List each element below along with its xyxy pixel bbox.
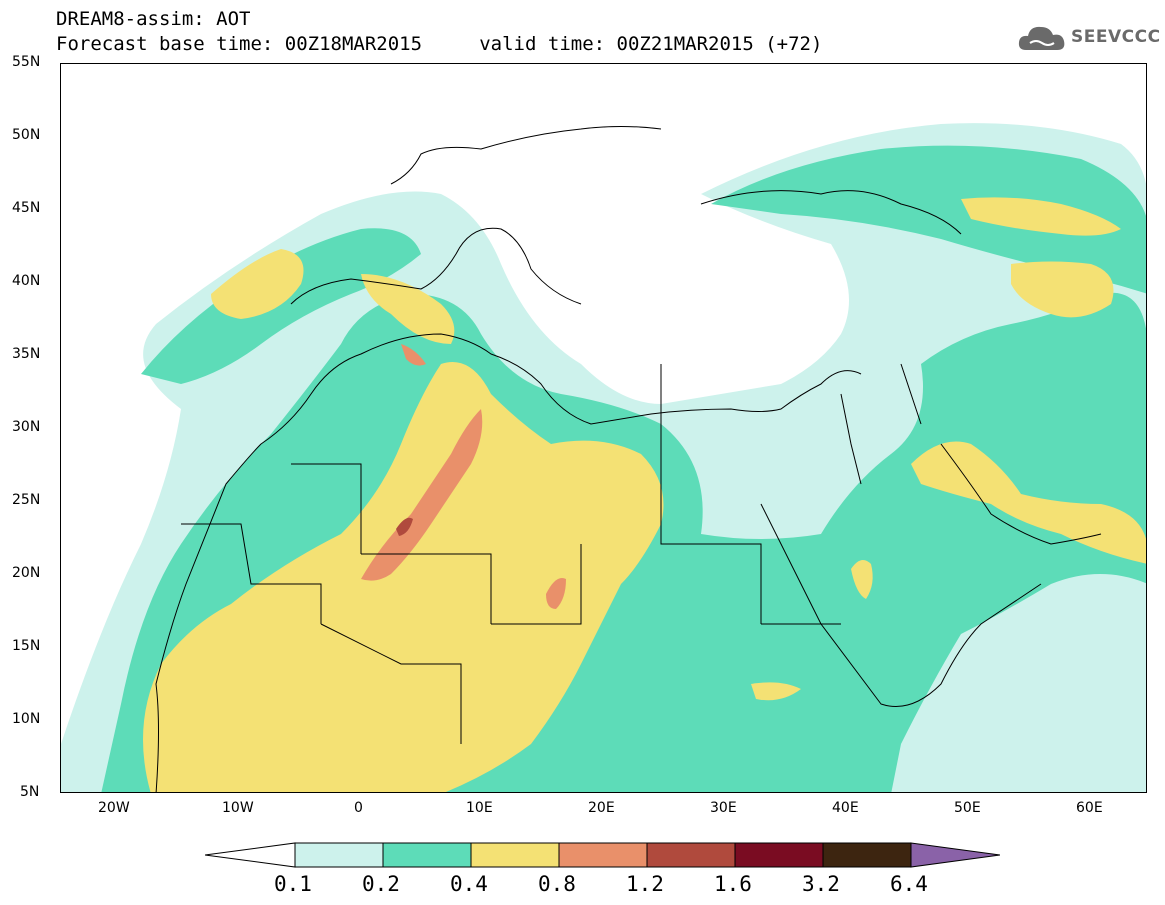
colorbar-label: 0.4 — [450, 872, 488, 896]
lon-label: 40E — [832, 800, 859, 816]
lon-label: 20E — [588, 800, 615, 816]
colorbar-swatch — [558, 842, 648, 868]
colorbar-swatch — [470, 842, 560, 868]
lon-label: 10E — [466, 800, 493, 816]
coastlines — [155, 126, 1102, 792]
lat-label: 50N — [12, 127, 41, 143]
colorbar-label: 6.4 — [890, 872, 928, 896]
colorbar-low-arrow — [205, 842, 296, 868]
lat-label: 25N — [12, 492, 41, 508]
colorbar-swatch — [382, 842, 472, 868]
colorbar-label: 1.2 — [626, 872, 664, 896]
colorbar-label: 3.2 — [802, 872, 840, 896]
logo-text: SEEVCCC — [1071, 27, 1161, 47]
colorbar-label: 0.1 — [274, 872, 312, 896]
aot-map — [60, 63, 1147, 793]
colorbar-high-arrow — [910, 842, 1000, 868]
lon-label: 20W — [98, 800, 130, 816]
lat-label: 5N — [20, 784, 40, 800]
colorbar-swatch — [294, 842, 384, 868]
lat-label: 45N — [12, 200, 41, 216]
lon-label: 60E — [1076, 800, 1103, 816]
lat-label: 35N — [12, 346, 41, 362]
lat-label: 15N — [12, 638, 41, 654]
map-subtitle: Forecast base time: 00Z18MAR2015 valid t… — [56, 33, 823, 55]
colorbar-swatch — [734, 842, 824, 868]
aot-band-0-4 — [143, 197, 1146, 792]
lon-label: 0 — [354, 800, 363, 816]
lat-label: 20N — [12, 565, 41, 581]
colorbar-label: 0.2 — [362, 872, 400, 896]
aot-field-svg — [61, 123, 1146, 792]
lat-label: 55N — [12, 54, 41, 70]
aot-colorbar — [205, 842, 1000, 868]
lon-label: 10W — [222, 800, 254, 816]
lat-label: 10N — [12, 711, 41, 727]
colorbar-label: 0.8 — [538, 872, 576, 896]
seevccc-logo: SEEVCCC — [1016, 20, 1160, 56]
colorbar-swatch — [646, 842, 736, 868]
colorbar-swatch — [822, 842, 912, 868]
cloud-icon — [1018, 26, 1065, 50]
aot-band-0-8 — [361, 344, 566, 609]
lon-label: 50E — [954, 800, 981, 816]
map-title: DREAM8-assim: AOT — [56, 8, 251, 30]
lat-label: 30N — [12, 419, 41, 435]
lat-label: 40N — [12, 273, 41, 289]
lon-label: 30E — [710, 800, 737, 816]
colorbar-label: 1.6 — [714, 872, 752, 896]
aot-band-1-2 — [396, 517, 413, 536]
